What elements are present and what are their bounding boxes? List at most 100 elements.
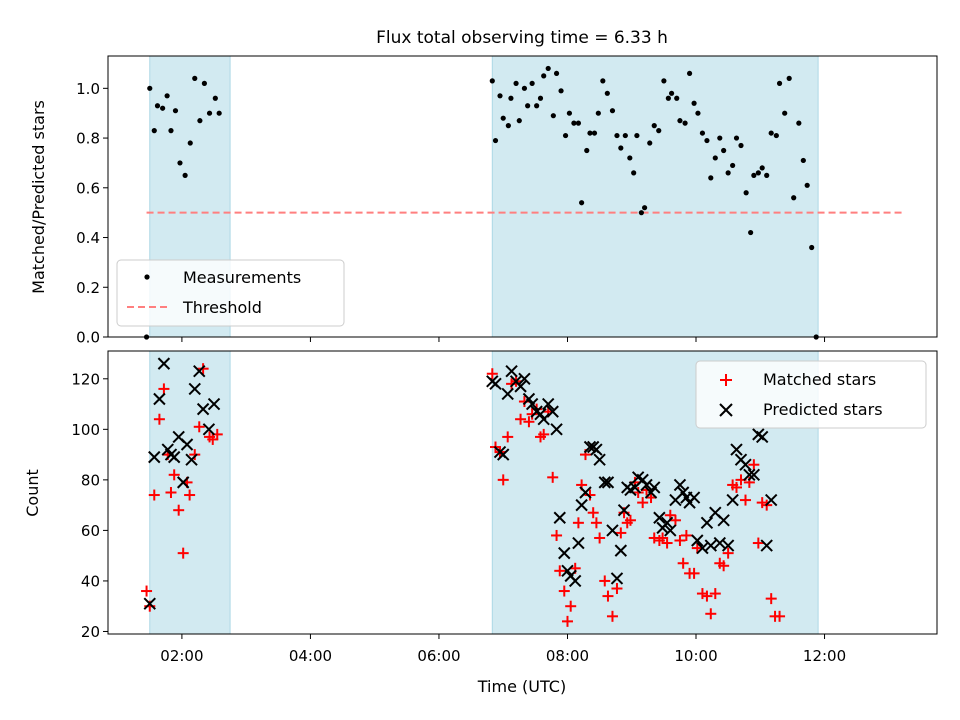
- measurement-point: [508, 95, 514, 101]
- legend-matched-label: Matched stars: [763, 370, 876, 389]
- measurement-point: [618, 145, 624, 151]
- measurement-point: [733, 135, 740, 141]
- predicted-star-point: [541, 397, 555, 411]
- legend-box: [695, 360, 927, 429]
- measurement-point: [537, 95, 544, 101]
- matched-star-point: [572, 517, 584, 529]
- top-x-axis-ticks: [181, 337, 826, 342]
- matched-star-point: [502, 431, 514, 443]
- measurement-point: [668, 90, 675, 96]
- legend-measurements-marker: [144, 274, 150, 280]
- measurement-point: [651, 123, 657, 129]
- predicted-star-point: [764, 493, 778, 507]
- predicted-star-point: [610, 572, 624, 585]
- matched-star-point: [551, 529, 563, 541]
- y-tick-label: 80: [81, 471, 100, 489]
- measurement-point: [691, 100, 697, 106]
- predicted-star-point: [505, 365, 518, 378]
- matched-star-point: [680, 529, 692, 541]
- predicted-star-point: [755, 430, 769, 444]
- matched-star-point: [611, 583, 623, 595]
- measurement-point: [154, 103, 161, 109]
- matched-star-point: [594, 532, 606, 544]
- predicted-star-point: [157, 357, 171, 370]
- matched-star-point: [554, 565, 566, 577]
- x-tick-label: 06:00: [417, 647, 460, 665]
- predicted-star-point: [721, 539, 735, 552]
- matched-star-point: [486, 368, 498, 380]
- measurement-point: [682, 120, 688, 126]
- matched-star-point: [565, 600, 577, 612]
- measurement-point: [160, 105, 166, 111]
- measurement-point: [566, 110, 573, 116]
- measurement-point: [656, 128, 662, 134]
- measurement-point: [164, 93, 170, 99]
- predicted-star-point: [537, 413, 550, 426]
- measurement-point: [513, 80, 519, 86]
- shaded-interval-1: [492, 56, 819, 337]
- matched-star-point: [177, 547, 189, 559]
- predicted-star-point: [664, 524, 677, 537]
- matched-star-point: [587, 507, 599, 519]
- measurement-point: [751, 172, 757, 178]
- matched-star-point: [718, 560, 730, 572]
- matched-star-point: [730, 481, 742, 493]
- measurement-point: [516, 118, 522, 124]
- predicted-star-point: [653, 511, 666, 524]
- matched-star-point: [518, 396, 530, 408]
- measurement-point: [800, 157, 806, 164]
- predicted-star-point: [747, 468, 761, 482]
- matched-star-point: [602, 590, 614, 602]
- predicted-star-point: [176, 476, 190, 489]
- predicted-star-point: [606, 524, 619, 537]
- predicted-star-point: [202, 423, 216, 436]
- predicted-star-point: [760, 539, 773, 552]
- predicted-star-point: [673, 478, 687, 492]
- predicted-star-point: [648, 481, 661, 494]
- predicted-star-point: [739, 458, 752, 471]
- measurement-point: [782, 110, 788, 116]
- measurement-point: [579, 200, 585, 206]
- measurement-point: [712, 155, 718, 161]
- predicted-star-point: [180, 438, 194, 451]
- predicted-star-point: [583, 440, 597, 454]
- measurement-point: [786, 75, 792, 81]
- measurement-point: [631, 170, 637, 176]
- measurement-point: [708, 175, 714, 181]
- measurement-point: [206, 110, 213, 116]
- measurement-point: [677, 118, 683, 124]
- matched-star-point: [561, 615, 573, 627]
- measurement-point: [804, 182, 810, 188]
- matched-star-point: [688, 567, 700, 579]
- matched-star-point: [168, 469, 180, 481]
- predicted-star-point: [525, 397, 539, 411]
- measurement-point: [216, 110, 222, 116]
- measurement-point: [595, 110, 601, 116]
- measurement-point: [704, 137, 710, 144]
- measurement-point: [562, 132, 569, 139]
- bottom-y-axis-label: Count: [23, 469, 42, 517]
- predicted-star-point: [590, 443, 603, 456]
- measurement-point: [541, 73, 547, 79]
- predicted-star-point: [687, 491, 701, 504]
- matched-star-point: [774, 610, 786, 622]
- top-y-axis-label: Matched/Predicted stars: [29, 100, 48, 294]
- x-axis-label: Time (UTC): [477, 677, 566, 696]
- predicted-star-point: [497, 448, 510, 461]
- chart-title: Flux total observing time = 6.33 h: [376, 28, 668, 48]
- measurement-point: [558, 88, 564, 94]
- measurement-point: [575, 120, 582, 126]
- predicted-star-point: [726, 493, 739, 507]
- measurement-point: [571, 120, 577, 126]
- measurement-point: [638, 210, 644, 216]
- measurement-point: [168, 128, 174, 134]
- measurement-point: [721, 147, 727, 154]
- top-plot-frame: [107, 55, 938, 338]
- legend-predicted-marker: [719, 403, 733, 417]
- measurement-point: [201, 80, 207, 86]
- legend-predicted-label: Predicted stars: [763, 400, 883, 419]
- measurement-point: [738, 142, 744, 149]
- y-tick-label: 0.0: [76, 329, 100, 347]
- measurement-point: [614, 132, 620, 139]
